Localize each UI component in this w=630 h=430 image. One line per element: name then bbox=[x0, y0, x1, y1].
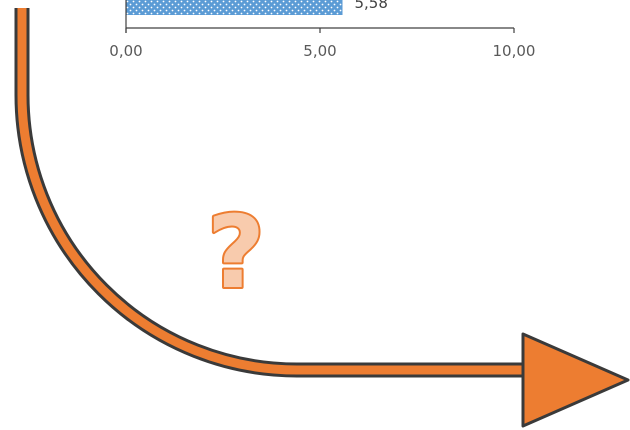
curved-down-right-arrow-icon bbox=[14, 8, 523, 378]
bar-chart: 0,00 5,00 10,00 5,58 bbox=[109, 0, 535, 60]
bar bbox=[126, 0, 343, 15]
x-tick-label: 5,00 bbox=[303, 42, 336, 60]
bar-data-labels: 5,58 bbox=[355, 0, 388, 12]
bar-series bbox=[126, 0, 343, 15]
x-tick-label: 0,00 bbox=[109, 42, 142, 60]
x-tick-label: 10,00 bbox=[493, 42, 536, 60]
x-axis-tick-labels: 0,00 5,00 10,00 bbox=[109, 42, 535, 60]
arrow-head bbox=[521, 332, 630, 428]
arrow-shaft-fill bbox=[17, 8, 523, 375]
bar-data-label: 5,58 bbox=[355, 0, 388, 12]
x-axis-ticks bbox=[125, 28, 515, 33]
question-mark-icon: ? bbox=[207, 194, 265, 311]
